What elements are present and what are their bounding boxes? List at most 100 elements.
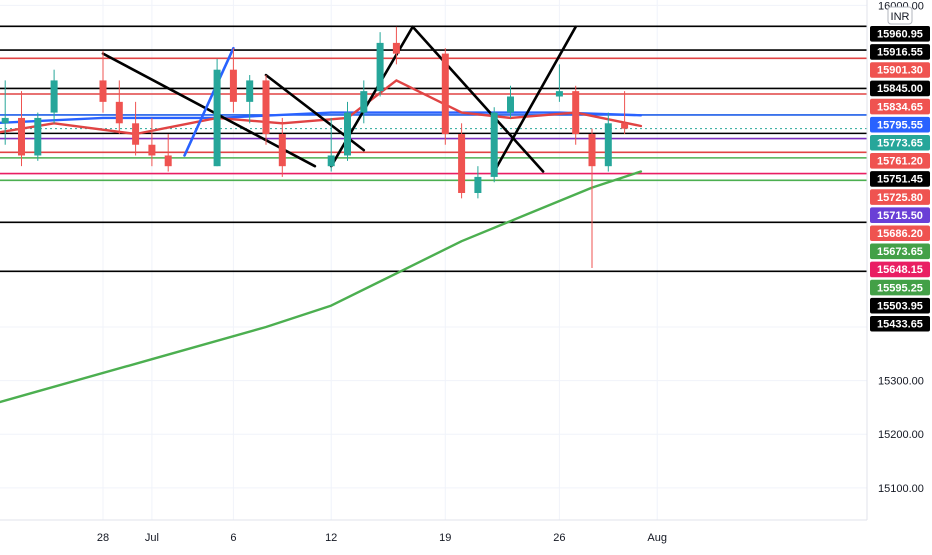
candle [376,32,384,97]
candle [392,26,400,65]
price-badge-label: 15715.50 [877,210,923,222]
price-badge: 15503.95 [870,297,930,314]
x-tick-label: Jul [145,532,159,544]
trend-line [492,25,578,173]
currency-badge[interactable]: INR [887,6,913,25]
price-badge: 15960.95 [870,26,930,42]
trend-line [411,25,545,173]
candle-body [246,80,254,102]
time-ticks: 28 Jul 6 12 19 26 Aug [97,532,667,544]
price-badges: 15960.95 15916.55 15901.30 15845.00 15834.65… [870,26,930,332]
candle [99,50,107,113]
candle-body [278,134,286,167]
price-badge-label: 15916.55 [877,47,923,59]
candle-body [34,117,42,156]
price-badge-label: 15761.20 [877,156,923,168]
candle [555,64,563,102]
price-badge-bg [870,80,930,97]
price-badge-label: 15595.25 [877,282,923,294]
price-badge-bg [870,171,930,187]
price-badge-label: 15433.65 [877,318,923,330]
price-badge-label: 15503.95 [877,300,923,312]
price-badge-bg [870,243,930,260]
price-badge-label: 15795.55 [877,119,923,131]
candle [164,134,172,172]
price-badge-label: 15773.65 [877,137,923,149]
candle-body [441,53,449,135]
candle [360,80,368,124]
candle-body [490,112,498,177]
candle [588,128,596,269]
price-badge-bg [870,116,930,133]
candle-body [213,69,221,167]
price-badge-bg [870,44,930,60]
price-badge: 15834.65 [870,98,930,115]
candle [229,48,237,113]
candle [50,69,58,124]
price-badge-bg [870,297,930,314]
price-badge-bg [870,26,930,42]
candle [246,75,254,124]
candle-body [164,155,172,167]
candle-body [99,80,107,102]
price-badge-label: 15845.00 [877,83,923,95]
price-badge: 15648.15 [870,261,930,278]
price-badge: 15673.65 [870,243,930,260]
x-tick-label: 28 [97,532,109,544]
candle [344,101,351,161]
price-badge: 15433.65 [870,315,930,332]
candle [213,58,221,167]
price-badge: 15715.50 [870,207,930,223]
candle [1,80,9,145]
price-badge: 15751.45 [870,171,930,187]
price-badge-bg [870,207,930,223]
indicator-line [0,170,643,404]
candle-body [18,117,25,156]
price-badge: 15795.55 [870,116,930,133]
candle-body [360,91,368,113]
x-tick-label: 6 [230,532,236,544]
candle [441,48,449,145]
trend-line [329,25,415,168]
candle [474,166,482,199]
candle [278,117,286,177]
level-lines [0,25,867,273]
candle-body [327,155,335,167]
price-badge: 15916.55 [870,44,930,60]
price-badge-label: 15673.65 [877,246,923,258]
candle-body [458,134,466,193]
candle-body [588,134,596,167]
candle-body [555,91,563,97]
candle [148,117,156,167]
candle [34,112,42,161]
grid [0,0,867,520]
candle [490,107,498,183]
indicator-line [0,111,643,124]
price-badge-label: 15834.65 [877,101,923,113]
price-badge: 15901.30 [870,62,930,78]
candles [1,26,629,269]
price-badge: 15725.80 [870,189,930,205]
trend-line [183,46,235,157]
candle [621,91,629,135]
candle [262,75,270,145]
price-badge-bg [870,279,930,296]
candle-body [474,176,482,193]
x-tick-label: 26 [553,532,565,544]
candle-body [344,112,351,156]
candle-body [262,80,270,135]
candle [132,101,140,156]
price-badge-bg [870,153,930,169]
candle-body [148,144,156,156]
indicator-series [0,25,643,404]
price-badge-bg [870,225,930,242]
y-tick-label: 15300.00 [878,376,924,388]
price-badge-label: 15725.80 [877,192,923,204]
candle-body [572,91,580,135]
candle-body [621,123,629,129]
price-badge-bg [870,134,930,151]
candle-body [604,123,612,167]
